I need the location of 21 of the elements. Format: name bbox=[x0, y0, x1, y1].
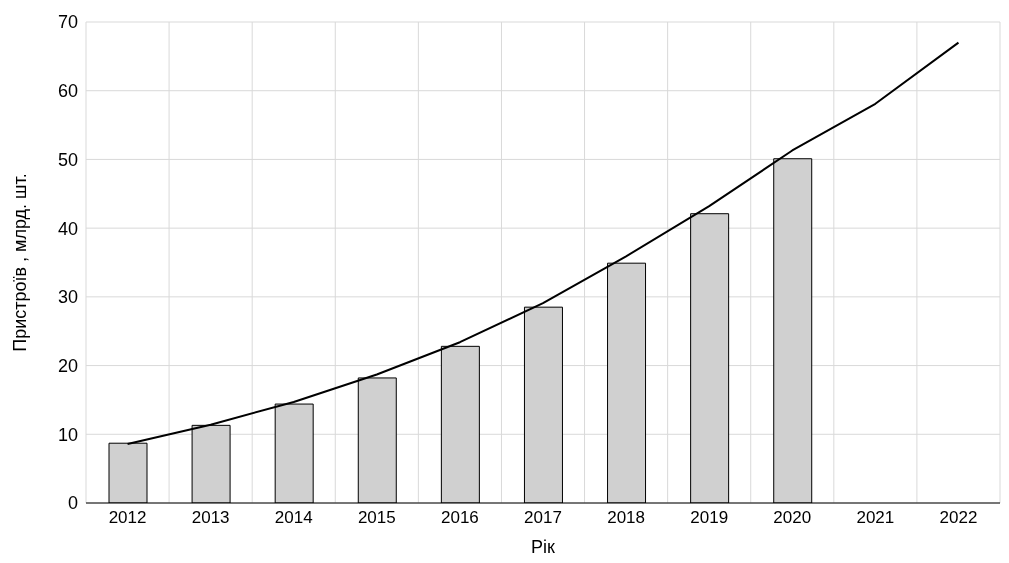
y-tick-label: 10 bbox=[57, 424, 78, 445]
y-tick-label: 20 bbox=[57, 355, 78, 376]
y-tick-label: 40 bbox=[57, 218, 78, 239]
y-tick-label: 50 bbox=[57, 149, 78, 170]
y-axis-title: Пристроїв , млрд. шт. bbox=[10, 173, 31, 352]
y-tick-label: 30 bbox=[57, 287, 78, 308]
x-tick-label: 2016 bbox=[441, 508, 479, 528]
x-tick-label: 2012 bbox=[108, 508, 147, 528]
x-tick-label: 2014 bbox=[274, 508, 313, 528]
x-tick-label: 2019 bbox=[690, 508, 729, 528]
y-tick-label: 70 bbox=[57, 12, 78, 33]
y-tick-label: 60 bbox=[57, 81, 78, 102]
y-tick-label: 0 bbox=[67, 493, 78, 514]
x-axis-title: Рік bbox=[531, 537, 556, 557]
x-tick-label: 2013 bbox=[191, 508, 230, 528]
x-tick-label: 2021 bbox=[856, 508, 895, 528]
x-tick-label: 2015 bbox=[357, 508, 396, 528]
x-tick-label: 2018 bbox=[607, 508, 645, 528]
x-tick-label: 2020 bbox=[773, 508, 812, 528]
x-tick-label: 2022 bbox=[939, 508, 978, 528]
x-tick-label: 2017 bbox=[524, 508, 562, 528]
